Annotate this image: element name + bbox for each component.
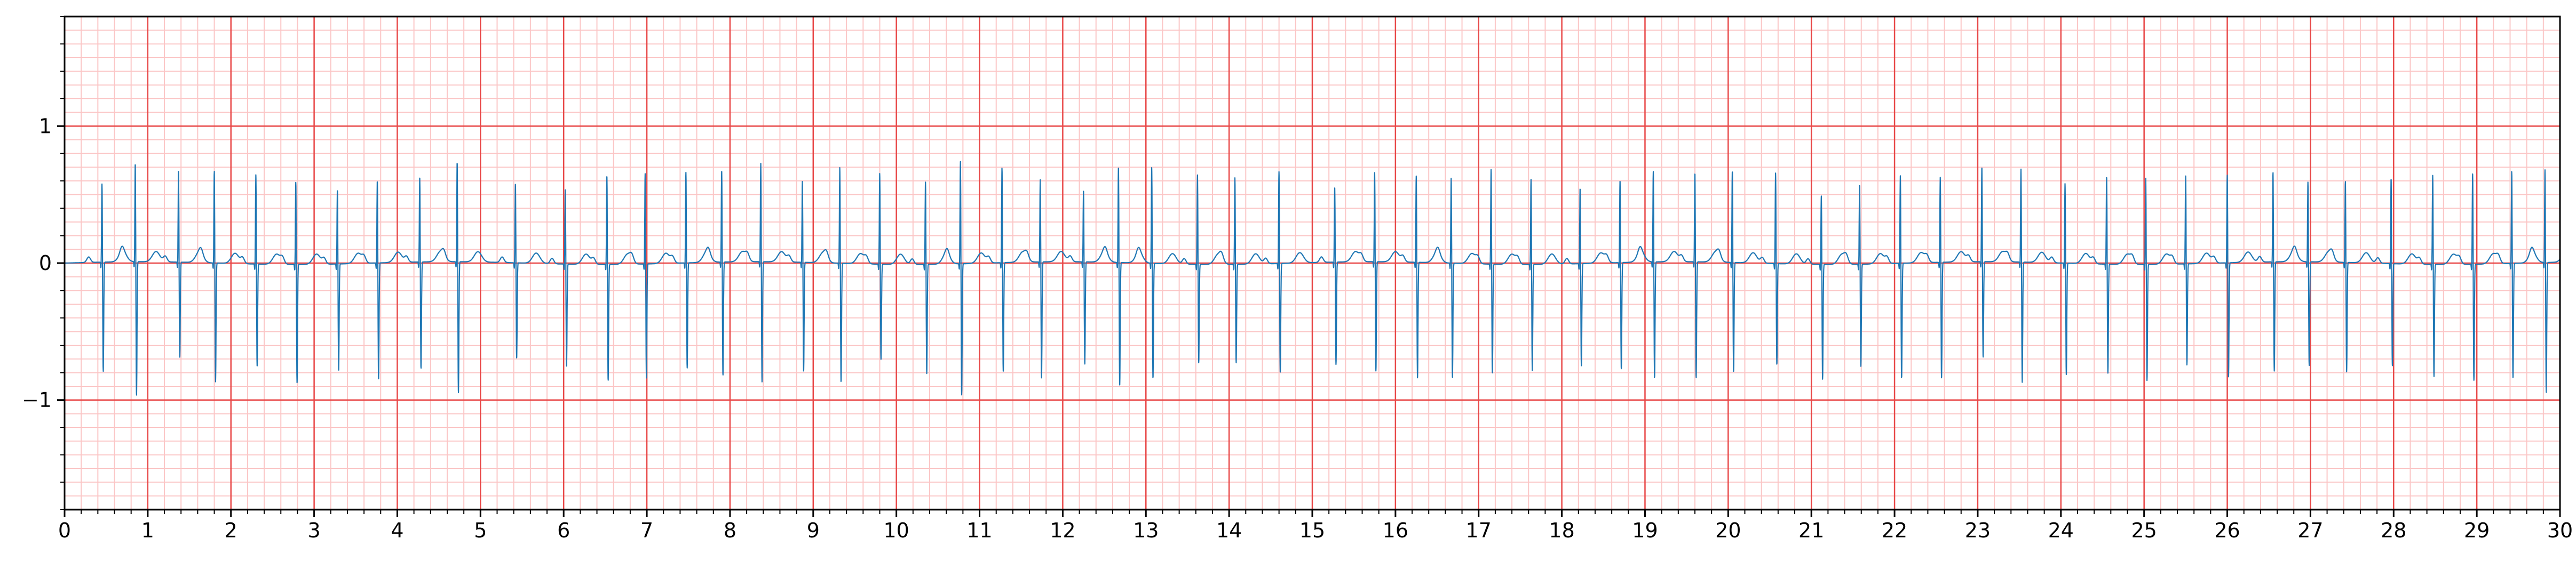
x-tick-label-6: 6 — [557, 519, 570, 542]
x-tick-label-26: 26 — [2214, 519, 2240, 542]
x-tick-label-14: 14 — [1216, 519, 1242, 542]
x-tick-label-9: 9 — [807, 519, 820, 542]
y-axis-tick-labels: −1 0 1 — [22, 114, 52, 411]
x-tick-label-22: 22 — [1882, 519, 1907, 542]
x-tick-label-29: 29 — [2464, 519, 2490, 542]
x-tick-label-1: 1 — [141, 519, 154, 542]
x-tick-label-3: 3 — [308, 519, 321, 542]
x-tick-label-25: 25 — [2131, 519, 2157, 542]
y-tick-label-1: 0 — [39, 251, 52, 275]
x-tick-label-24: 24 — [2048, 519, 2074, 542]
x-tick-label-2: 2 — [225, 519, 237, 542]
x-tick-label-16: 16 — [1383, 519, 1408, 542]
x-tick-label-11: 11 — [966, 519, 992, 542]
x-tick-label-12: 12 — [1050, 519, 1075, 542]
x-tick-label-30: 30 — [2547, 519, 2573, 542]
ecg-trace-layer — [64, 161, 2561, 396]
x-tick-label-18: 18 — [1549, 519, 1574, 542]
x-tick-label-13: 13 — [1133, 519, 1159, 542]
x-tick-label-17: 17 — [1466, 519, 1492, 542]
x-tick-label-7: 7 — [640, 519, 653, 542]
x-tick-label-19: 19 — [1632, 519, 1658, 542]
x-tick-label-23: 23 — [1965, 519, 1991, 542]
axis-ticks — [57, 16, 2561, 517]
ecg-trace-line — [64, 161, 2561, 396]
x-tick-label-21: 21 — [1798, 519, 1824, 542]
y-tick-label-2: 1 — [39, 114, 52, 138]
x-tick-label-15: 15 — [1299, 519, 1325, 542]
x-tick-label-5: 5 — [474, 519, 487, 542]
x-tick-label-0: 0 — [58, 519, 71, 542]
x-tick-label-27: 27 — [2297, 519, 2323, 542]
x-axis-tick-labels: 0 1 2 3 4 5 6 7 8 9 10 11 12 13 14 15 16 17 18 19 20 21 22 23 24… — [58, 519, 2573, 542]
x-tick-label-20: 20 — [1715, 519, 1741, 542]
x-tick-label-28: 28 — [2381, 519, 2406, 542]
x-tick-label-4: 4 — [391, 519, 403, 542]
y-tick-label-0: −1 — [22, 388, 52, 412]
x-tick-label-8: 8 — [724, 519, 736, 542]
x-tick-label-10: 10 — [883, 519, 909, 542]
